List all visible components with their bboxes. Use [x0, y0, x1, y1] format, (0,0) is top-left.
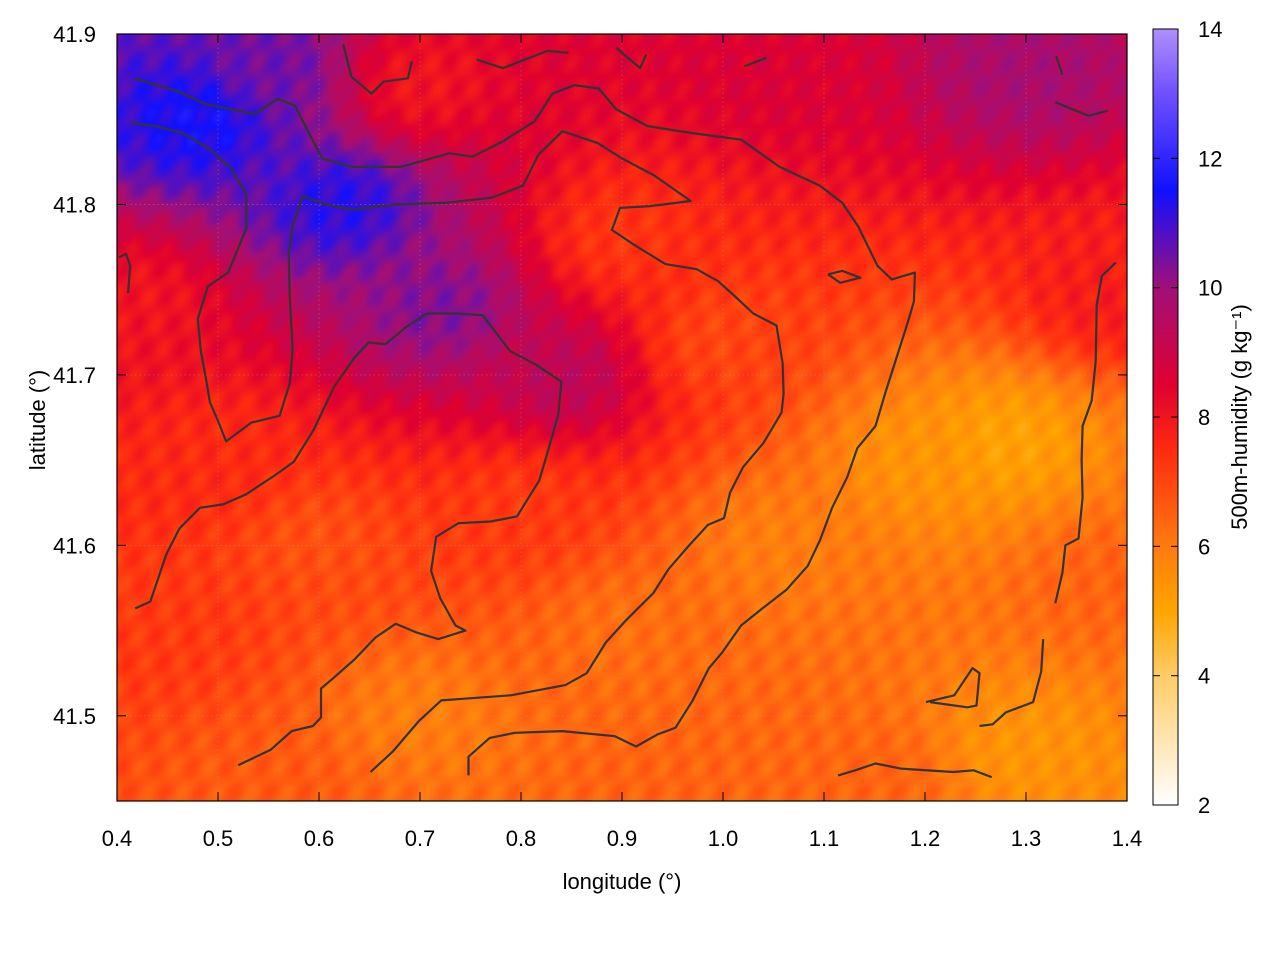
x-tick-label: 0.6: [304, 826, 335, 851]
x-tick-label: 0.7: [405, 826, 436, 851]
x-tick-label: 0.5: [203, 826, 234, 851]
contour-line: [925, 667, 981, 709]
contour-line: [118, 252, 132, 294]
contour-line: [129, 121, 785, 773]
colorbar-tick-label: 4: [1198, 664, 1210, 689]
y-tick-label: 41.6: [53, 533, 96, 558]
contour-line: [476, 49, 569, 70]
y-tick-label: 41.7: [53, 363, 96, 388]
y-axis-label: latitude (°): [25, 370, 50, 471]
contour-line: [342, 43, 413, 95]
x-axis-ticks: 0.4 0.5 0.6 0.7 0.8 0.9 1.0 1.1 1.2 1.3 1.4: [102, 34, 1143, 851]
x-tick-label: 1.4: [1112, 826, 1143, 851]
colorbar-label: 500m-humidity (g kg⁻¹): [1227, 304, 1252, 530]
x-tick-label: 1.0: [708, 826, 739, 851]
x-tick-label: 1.2: [910, 826, 941, 851]
x-tick-label: 1.3: [1011, 826, 1042, 851]
contour-line: [1054, 261, 1117, 604]
colorbar-tick-label: 2: [1198, 793, 1210, 818]
colorbar-tick-label: 12: [1198, 146, 1222, 171]
contour-line: [1054, 101, 1109, 117]
contour-line: [615, 46, 648, 70]
x-axis-label: longitude (°): [563, 869, 682, 894]
humidity-contours: [118, 43, 1117, 779]
y-tick-label: 41.9: [53, 22, 96, 47]
contour-line: [133, 77, 916, 776]
colorbar-tick-label: 6: [1198, 534, 1210, 559]
grid-lines: [117, 33, 1127, 801]
contour-line: [134, 312, 563, 767]
y-tick-label: 41.5: [53, 704, 96, 729]
contour-line: [979, 639, 1045, 728]
colorbar-tick-label: 10: [1198, 276, 1222, 301]
colorbar-tick-label: 14: [1198, 17, 1222, 42]
x-tick-label: 0.9: [607, 826, 638, 851]
contour-line: [837, 762, 993, 779]
colorbar-ticks: 2 4 6 8 10 12 14: [1153, 17, 1222, 818]
y-axis-ticks: 41.5 41.6 41.7 41.8 41.9: [53, 22, 1127, 729]
x-tick-label: 0.4: [102, 826, 133, 851]
x-tick-label: 1.1: [809, 826, 840, 851]
contour-line: [743, 56, 767, 68]
contour-line: [1055, 55, 1064, 76]
contour-line: [827, 269, 862, 284]
x-tick-label: 0.8: [506, 826, 537, 851]
colorbar-tick-label: 8: [1198, 405, 1210, 430]
y-tick-label: 41.8: [53, 192, 96, 217]
